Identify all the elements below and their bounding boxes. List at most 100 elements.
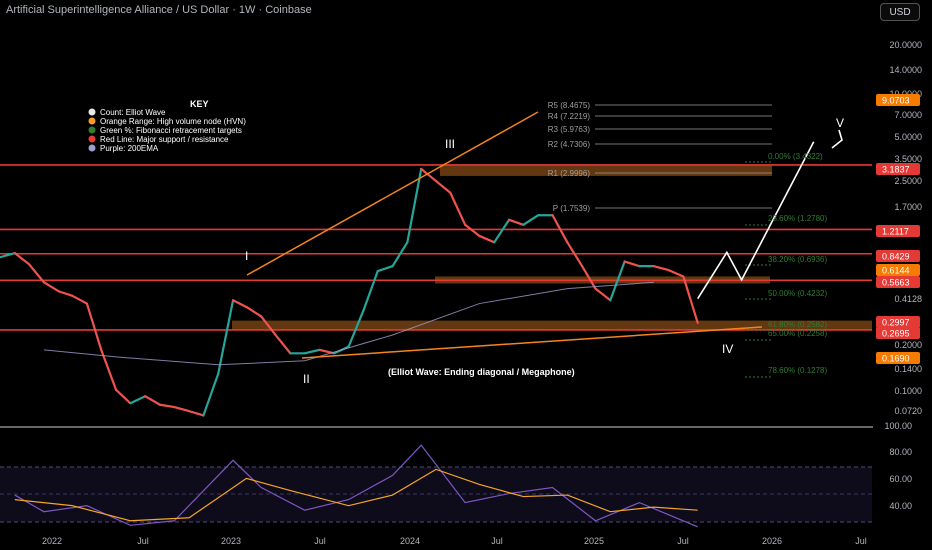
pivot-levels	[595, 104, 772, 209]
svg-text:1.2117: 1.2117	[882, 227, 909, 237]
wave-labels: I II III IV V (Elliot Wave: Ending diago…	[245, 116, 844, 386]
price-segment	[188, 410, 205, 417]
hvn-zones	[232, 164, 872, 330]
rsi-band	[0, 467, 872, 522]
key-item-label: Red Line: Major support / resistance	[100, 135, 229, 144]
price-segment	[522, 214, 540, 226]
price-tick-label: 0.1000	[894, 386, 922, 396]
key-title: KEY	[190, 99, 209, 109]
price-segment	[129, 395, 147, 405]
fib-label: 78.60% (0.1278)	[768, 366, 827, 375]
pivot-labels: R5 (8.4675) R4 (7.2219) R3 (5.9763) R2 (4.7…	[548, 101, 591, 213]
pattern-label: (Elliot Wave: Ending diagonal / Megaphon…	[388, 367, 575, 377]
key-swatch	[88, 126, 96, 134]
price-segment	[217, 299, 235, 375]
fib-label: 38.20% (0.6936)	[768, 255, 827, 264]
time-tick-label: Jul	[314, 536, 326, 546]
price-tick-label: 0.0720	[894, 406, 922, 416]
price-segment	[376, 265, 394, 273]
price-segment	[13, 252, 31, 266]
price-segment	[57, 290, 74, 297]
wave-label-1: I	[245, 249, 248, 263]
time-tick-label: 2026	[762, 536, 782, 546]
rsi-line	[14, 444, 698, 528]
price-segment	[434, 179, 452, 194]
price-badge: 9.0703	[876, 94, 920, 106]
price-segment	[493, 218, 511, 244]
price-segment	[594, 287, 612, 302]
price-series	[0, 167, 699, 417]
price-segment	[551, 214, 569, 244]
price-badge: 0.6144	[876, 264, 920, 276]
price-segment	[158, 403, 176, 409]
key-swatch	[88, 135, 96, 143]
price-badge: 0.8429	[876, 250, 920, 262]
pivot-label: R3 (5.9763)	[548, 125, 591, 134]
price-segment	[71, 294, 89, 305]
time-tick-label: 2023	[221, 536, 241, 546]
key-item-label: Orange Range: High volume node (HVN)	[100, 117, 246, 126]
time-tick-label: 2025	[584, 536, 604, 546]
rsi-pane[interactable]	[0, 444, 872, 528]
price-segment	[667, 268, 685, 278]
time-tick-label: Jul	[137, 536, 149, 546]
ema200-line	[43, 281, 654, 366]
price-badges: 9.0703 3.1837 1.2117 0.8429 0.6144 0.5663 0.29…	[876, 94, 920, 364]
time-axis[interactable]: 2022 Jul 2023 Jul 2024 Jul 2025 Jul 2026 Jul	[0, 530, 932, 550]
svg-text:0.2997: 0.2997	[882, 318, 910, 328]
pivot-label: R4 (7.2219)	[548, 112, 591, 121]
time-tick-label: Jul	[677, 536, 689, 546]
support-resistance-lines	[0, 164, 872, 331]
key-item-label: Count: Elliot Wave	[100, 108, 166, 117]
key-swatch	[88, 108, 96, 116]
fib-label: 0.00% (3.4322)	[768, 152, 823, 161]
rsi-axis[interactable]: 100.00 80.00 60.00 40.00	[884, 421, 912, 511]
price-segment	[406, 167, 423, 244]
price-segment	[391, 241, 409, 268]
price-tick-label: 20.0000	[889, 40, 922, 50]
svg-text:0.1690: 0.1690	[882, 354, 910, 364]
price-tick-label: 14.0000	[889, 65, 922, 75]
price-segment	[507, 218, 525, 226]
projection-arrowhead	[831, 129, 843, 149]
price-segment	[623, 260, 641, 268]
ema200-path	[43, 281, 654, 366]
fib-levels	[745, 161, 772, 378]
fib-label: 61.80% (0.2582)	[768, 320, 827, 329]
price-segment	[449, 191, 467, 226]
price-tick-label: 5.0000	[894, 132, 922, 142]
price-segment	[347, 309, 365, 348]
price-tick-label: 0.4128	[894, 294, 922, 304]
price-segment	[274, 333, 292, 355]
price-tick-label: 2.5000	[894, 176, 922, 186]
key-item-label: Green %: Fibonacci retracement targets	[100, 126, 242, 135]
price-badge: 0.5663	[876, 276, 920, 288]
svg-text:3.1837: 3.1837	[882, 165, 910, 175]
price-segment	[652, 265, 670, 272]
price-segment	[202, 372, 220, 417]
time-tick-label: 2024	[400, 536, 420, 546]
fib-label: 50.00% (0.4232)	[768, 289, 827, 298]
rsi-ma-line	[14, 468, 698, 522]
rsi-ma-path	[14, 468, 698, 522]
price-segment	[303, 348, 321, 355]
rsi-tick-label: 40.00	[889, 501, 912, 511]
price-badge: 1.2117	[876, 225, 920, 237]
price-segment	[144, 395, 162, 406]
price-badge: 0.2997	[876, 316, 920, 328]
svg-text:0.5663: 0.5663	[882, 278, 910, 288]
price-segment	[566, 241, 584, 268]
projection-line	[697, 141, 815, 300]
pivot-label: R2 (4.7306)	[548, 140, 591, 149]
price-segment	[173, 405, 191, 413]
currency-button[interactable]: USD	[880, 3, 920, 21]
hvn-zone	[440, 164, 772, 176]
svg-text:0.2695: 0.2695	[882, 329, 910, 339]
price-segment	[609, 260, 626, 302]
price-segment	[682, 275, 699, 324]
fib-label: 65.00% (0.2258)	[768, 329, 827, 338]
pivot-label: R1 (2.9996)	[548, 169, 591, 178]
price-segment	[362, 270, 379, 312]
